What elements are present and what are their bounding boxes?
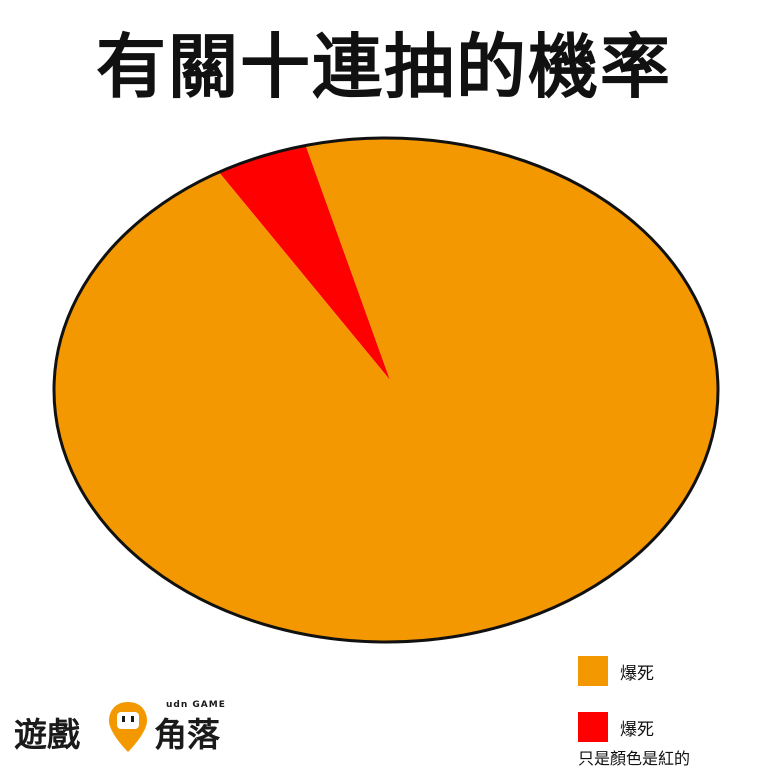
legend-swatch-orange — [578, 656, 608, 686]
logo-text-right: 角落 — [154, 715, 220, 754]
legend-label-red: 爆死 — [620, 719, 654, 740]
legend-note: 只是顏色是紅的 — [578, 749, 691, 768]
pie-outline — [52, 136, 720, 644]
legend-swatch-red — [578, 712, 608, 742]
legend-entry-red: 爆死 — [578, 712, 654, 742]
legend-entry-orange: 爆死 — [578, 656, 654, 686]
logo-text-left: 遊戲 — [14, 715, 80, 754]
udn-game-logo: 遊戲 udn GAME 角落 — [14, 700, 244, 754]
pie-slice-red — [218, 145, 390, 380]
chart-title: 有關十連抽的機率 — [96, 26, 672, 108]
pie-slice-orange — [53, 138, 718, 642]
legend-label-orange: 爆死 — [620, 663, 654, 684]
location-pin-icon — [109, 702, 147, 752]
pie-slices — [52, 136, 720, 644]
logo-sub-text: udn GAME — [166, 700, 226, 710]
